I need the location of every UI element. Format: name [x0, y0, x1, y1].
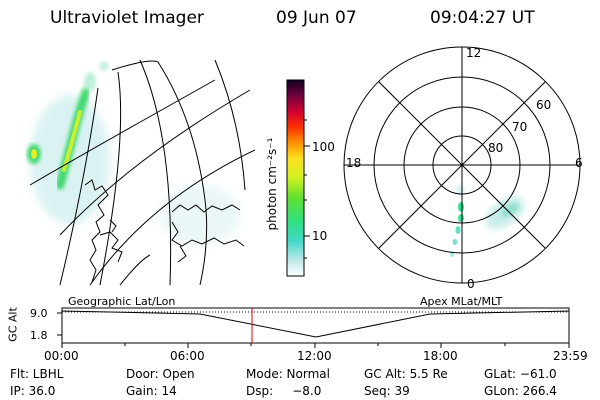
- mlt-label-0: 0: [467, 277, 475, 291]
- colorbar-label-100: 100: [312, 140, 335, 154]
- info-gain: Gain: 14: [126, 384, 177, 398]
- observation-time: 09:04:27 UT: [430, 8, 535, 28]
- info-seq: Seq: 39: [364, 384, 410, 398]
- info-ip: IP: 36.0: [10, 384, 56, 398]
- info-glat: GLat: −61.0: [484, 367, 557, 381]
- aurora-emission-geo: [27, 61, 240, 245]
- color-scale-bar: [286, 79, 310, 277]
- lat-label-70: 70: [512, 120, 528, 134]
- timeline-xtick-0600: 06:00: [170, 349, 205, 363]
- info-mode: Mode: Normal: [246, 367, 330, 381]
- geographic-map: [27, 59, 255, 285]
- mlt-label-6: 6: [575, 156, 583, 170]
- info-door: Door: Open: [126, 367, 195, 381]
- timeline-xtick-0000: 00:00: [44, 349, 79, 363]
- colorbar-label-10: 10: [312, 229, 328, 243]
- geo-projection-label: Geographic Lat/Lon: [68, 295, 176, 308]
- info-glon: GLon: 266.4: [484, 384, 557, 398]
- timeline-y-label: GC Alt: [6, 307, 20, 342]
- apex-projection-label: Apex MLat/MLT: [420, 295, 503, 308]
- timeline-xtick-1200: 12:00: [297, 349, 332, 363]
- info-gc-alt: GC Alt: 5.5 Re: [364, 367, 448, 381]
- info-dsp: Dsp: −8.0: [246, 384, 322, 398]
- lat-label-80: 80: [488, 141, 504, 155]
- info-filter: Flt: LBHL: [10, 367, 64, 381]
- mlt-label-18: 18: [346, 156, 362, 170]
- lat-lon-grid: [29, 59, 255, 285]
- timeline-xtick-2359: 23:59: [553, 349, 588, 363]
- lat-label-60: 60: [536, 98, 552, 112]
- polar-plot: [343, 46, 581, 284]
- observation-date: 09 Jun 07: [276, 8, 357, 28]
- meridian-diag-2: [378, 81, 546, 249]
- timeline-xtick-1800: 18:00: [423, 349, 458, 363]
- coastlines: [84, 179, 245, 283]
- altitude-curve: [61, 310, 570, 338]
- orbit-timeline: [57, 307, 570, 348]
- instrument-title: Ultraviolet Imager: [50, 8, 204, 28]
- timeline-ytick-9: 9.0: [30, 307, 48, 320]
- mlt-label-12: 12: [466, 46, 482, 60]
- colorbar-units: photon cm⁻²s⁻¹: [265, 137, 279, 231]
- timeline-ytick-1-8: 1.8: [30, 329, 48, 342]
